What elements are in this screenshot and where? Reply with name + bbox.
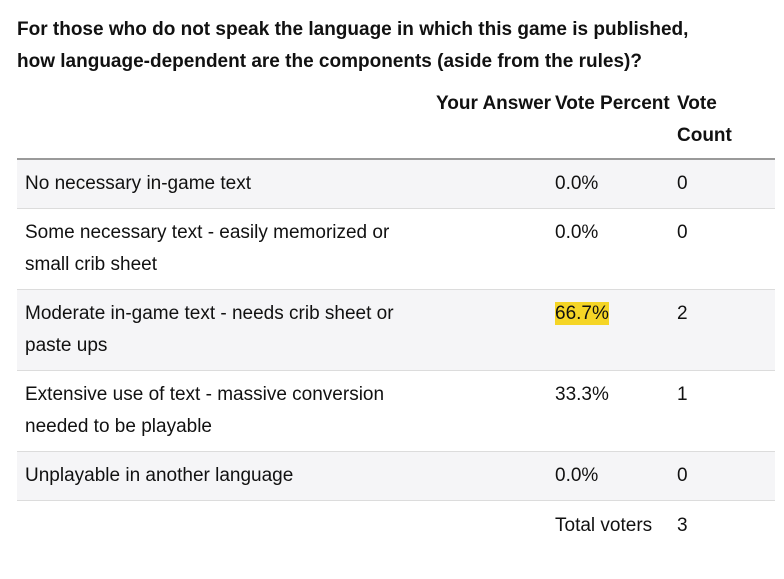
option-label: Extensive use of text - massive conversi… (17, 370, 436, 452)
option-label: Moderate in-game text - needs crib sheet… (17, 289, 436, 371)
your-answer-cell (436, 451, 555, 501)
table-row: Unplayable in another language 0.0% 0 (17, 451, 775, 501)
header-your-answer: Your Answer (436, 88, 555, 160)
footer-empty-cell (17, 500, 436, 550)
poll-results-table: Your Answer Vote Percent Vote Count No n… (17, 88, 775, 550)
total-voters-label: Total voters (555, 500, 677, 550)
your-answer-cell (436, 159, 555, 209)
vote-percent-cell: 0.0% (555, 451, 677, 501)
vote-count-cell: 2 (677, 289, 775, 371)
poll-question-line-2: how language-dependent are the component… (17, 51, 642, 72)
footer-empty-cell (436, 500, 555, 550)
table-row: No necessary in-game text 0.0% 0 (17, 159, 775, 209)
leading-percent-highlight: 66.7% (555, 302, 609, 325)
vote-percent-cell: 33.3% (555, 370, 677, 452)
vote-count-cell: 0 (677, 159, 775, 209)
header-vote-percent: Vote Percent (555, 88, 677, 160)
vote-percent-cell: 0.0% (555, 159, 677, 209)
option-label: Unplayable in another language (17, 451, 436, 501)
your-answer-cell (436, 208, 555, 290)
your-answer-cell (436, 289, 555, 371)
language-dependence-poll: For those who do not speak the language … (17, 14, 775, 550)
table-row: Extensive use of text - massive conversi… (17, 370, 775, 452)
poll-question: For those who do not speak the language … (17, 14, 775, 78)
table-header-row: Your Answer Vote Percent Vote Count (17, 88, 775, 160)
option-label: No necessary in-game text (17, 159, 436, 209)
table-row: Some necessary text - easily memorized o… (17, 208, 775, 290)
vote-count-cell: 1 (677, 370, 775, 452)
total-voters-count: 3 (677, 500, 775, 550)
vote-percent-cell: 66.7% (555, 289, 677, 371)
total-voters-row: Total voters 3 (17, 500, 775, 550)
header-vote-count: Vote Count (677, 88, 775, 160)
header-option (17, 88, 436, 160)
your-answer-cell (436, 370, 555, 452)
vote-count-cell: 0 (677, 208, 775, 290)
vote-count-cell: 0 (677, 451, 775, 501)
vote-percent-cell: 0.0% (555, 208, 677, 290)
table-row: Moderate in-game text - needs crib sheet… (17, 289, 775, 371)
poll-question-line-1: For those who do not speak the language … (17, 19, 689, 40)
option-label: Some necessary text - easily memorized o… (17, 208, 436, 290)
